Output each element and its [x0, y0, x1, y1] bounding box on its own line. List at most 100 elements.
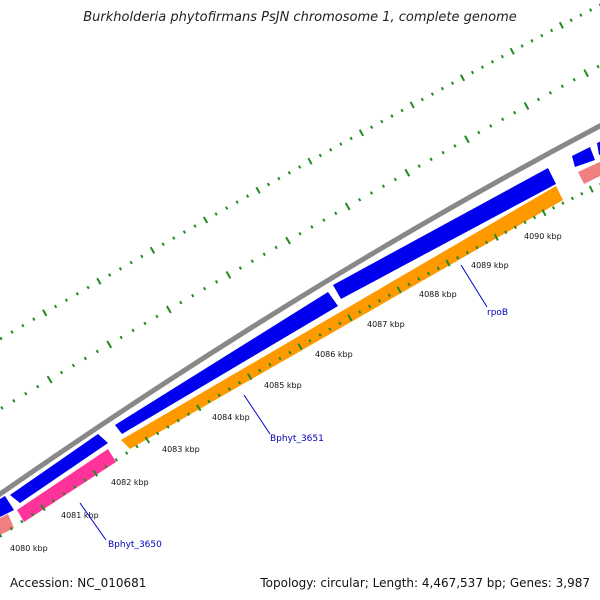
ruler-mark	[440, 86, 445, 91]
ruler-mark	[387, 293, 391, 298]
ruler-mark	[196, 404, 202, 412]
ruler-mark	[24, 391, 28, 396]
ruler-mark	[548, 91, 552, 95]
ruler-mark	[131, 328, 135, 333]
gene-label-rpob[interactable]: rpoB	[487, 308, 508, 318]
forward-gene-arrow[interactable]	[333, 168, 556, 299]
ruler-mark	[493, 233, 499, 241]
reverse-gene-arrow[interactable]	[578, 160, 600, 184]
gene-label-bphyt-3650[interactable]: Bphyt_3650	[108, 540, 162, 550]
ruler-mark	[500, 54, 504, 59]
ruler-mark	[144, 436, 151, 444]
reverse-gene-arrow[interactable]	[17, 449, 116, 522]
ruler-mark	[550, 28, 554, 33]
ruler-mark	[572, 77, 576, 82]
ruler-mark	[339, 142, 343, 146]
ruler-mark	[140, 254, 144, 259]
ruler-mark	[297, 343, 303, 351]
ruler-mark	[477, 130, 481, 135]
ruler-mark	[453, 144, 457, 148]
ruler-mark	[532, 215, 537, 220]
ruler-mark	[344, 202, 351, 211]
ruler-mark	[51, 498, 56, 503]
ruler-mark	[404, 168, 411, 177]
leader-line	[243, 394, 271, 435]
ruler-mark	[245, 194, 250, 198]
ruler-mark	[227, 387, 231, 391]
gene-labels: Bphyt_3650 Bphyt_3651 rpoB	[108, 308, 508, 550]
forward-gene-arrow[interactable]	[10, 434, 108, 503]
ruler-mark	[551, 206, 556, 210]
ruler-mark	[86, 285, 90, 290]
ruler-mark	[277, 176, 281, 181]
accession-text: Accession: NC_010681	[10, 576, 147, 590]
map-title: Burkholderia phytofirmans PsJN chromosom…	[83, 10, 517, 25]
ruler-mark	[214, 212, 218, 216]
ruler-mark	[237, 380, 242, 385]
ruler-mark	[129, 260, 133, 265]
reverse-gene-arrow[interactable]	[121, 186, 563, 449]
ruler-mark	[520, 44, 524, 48]
ruler-mark	[124, 451, 129, 455]
forward-gene-arrow[interactable]	[0, 496, 14, 518]
ruler-mark	[255, 186, 261, 194]
ruler-mark	[509, 47, 515, 55]
ruler-mark	[278, 356, 282, 361]
ruler-mark	[596, 64, 600, 69]
ruler-mark	[274, 245, 278, 250]
ruler-mark	[417, 164, 421, 168]
ruler-mark	[108, 273, 112, 277]
ruler-mark	[407, 282, 411, 287]
ruler-mark	[92, 469, 99, 477]
ruler-mark	[217, 393, 221, 397]
ruler-mark	[445, 259, 451, 267]
forward-gene-arrow[interactable]	[572, 147, 595, 167]
reverse-gene-arrow[interactable]	[0, 514, 14, 538]
ruler-mark	[459, 74, 466, 82]
ruler-mark	[307, 157, 313, 165]
ruler-mark	[83, 478, 87, 482]
ruler-mark	[42, 309, 48, 317]
ruler-mark	[358, 310, 362, 314]
ruler-mark	[9, 526, 13, 531]
ruler-mark	[161, 242, 165, 246]
gene-label-bphyt-3651[interactable]: Bphyt_3651	[270, 434, 324, 444]
ruler-mark	[225, 270, 232, 279]
ruler-mark	[381, 184, 386, 189]
ruler-mark	[288, 350, 292, 355]
forward-gene-arrow[interactable]	[597, 140, 600, 155]
ruler-mark	[114, 457, 118, 462]
outer-ruler-marks	[0, 3, 600, 341]
ruler-mark	[358, 197, 362, 202]
ruler-mark	[83, 356, 88, 361]
ruler-mark	[30, 512, 35, 517]
ruler-mark	[347, 314, 353, 322]
ruler-mark	[119, 335, 123, 340]
ruler-mark	[225, 206, 229, 210]
ruler-mark	[480, 65, 485, 69]
ruler-mark	[12, 398, 16, 403]
topology-text: Topology: circular; Length: 4,467,537 bp…	[260, 576, 590, 590]
ruler-mark	[96, 277, 102, 285]
ruler-mark	[250, 259, 254, 263]
ruler-mark	[262, 252, 266, 257]
ruler-mark	[490, 60, 494, 64]
ruler-mark	[420, 97, 424, 102]
ruler-mark	[409, 101, 415, 109]
forward-gene-arrow[interactable]	[115, 292, 338, 434]
ruler-mark	[32, 317, 36, 321]
ruler-mark	[489, 124, 493, 128]
ruler-mark	[358, 129, 364, 137]
tick-label-4086: 4086 kbp	[315, 350, 353, 359]
ruler-mark	[64, 298, 69, 302]
tick-label-4085: 4085 kbp	[264, 381, 302, 390]
ruler-mark	[191, 293, 195, 298]
ruler-mark	[155, 314, 159, 319]
ruler-mark	[318, 333, 322, 337]
ruler-mark	[417, 277, 421, 281]
ruler-mark	[149, 246, 156, 254]
ruler-mark	[186, 412, 191, 416]
ruler-mark	[266, 182, 271, 187]
tick-label-4083: 4083 kbp	[162, 445, 200, 454]
